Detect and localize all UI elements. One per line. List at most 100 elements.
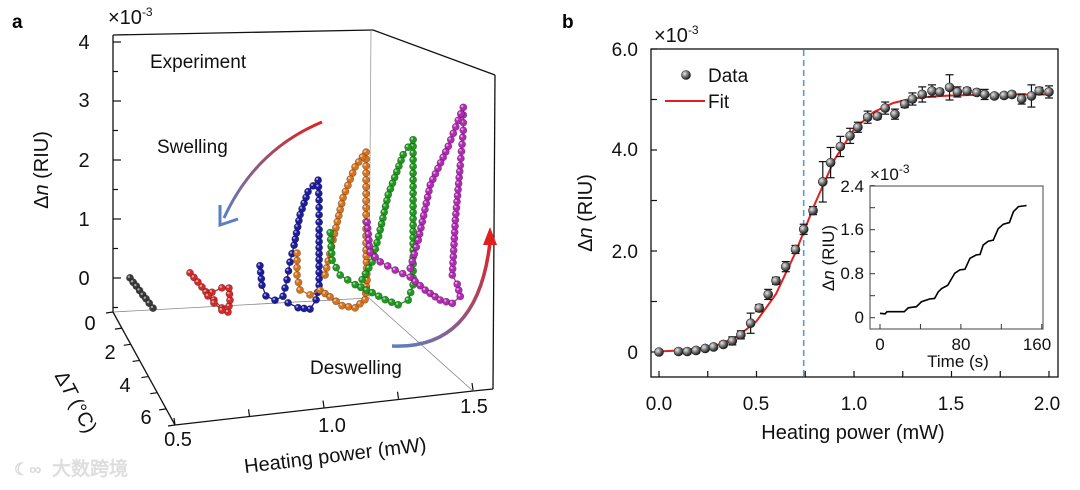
data-point: [727, 336, 738, 346]
marker-highlight: [150, 305, 154, 309]
marker-highlight: [448, 137, 451, 140]
marker-highlight: [359, 277, 363, 280]
series-marker: [225, 284, 233, 292]
xaxis-tick-label: 0.0: [646, 394, 672, 415]
series-marker: [314, 182, 323, 191]
marker-highlight: [294, 258, 298, 261]
marker-highlight: [294, 272, 298, 276]
marker-highlight: [362, 297, 366, 300]
marker-highlight: [410, 184, 414, 187]
panel-a-ticks: [105, 41, 474, 427]
marker-highlight: [363, 271, 366, 274]
marker-highlight: [455, 187, 459, 190]
inset-multiplier: ×10-3: [870, 162, 910, 184]
marker-highlight: [333, 298, 337, 302]
marker-highlight: [410, 190, 414, 194]
xaxis-tick-label: 0.5: [164, 429, 192, 451]
marker-highlight: [419, 219, 423, 222]
data-marker: [825, 157, 836, 168]
series-marker: [362, 182, 370, 191]
marker-highlight: [363, 247, 367, 251]
inset-chart: ×10-3 0 0.8 1.6 2.4 0 80 160 Time (s) Δn…: [819, 162, 1051, 371]
series-marker: [294, 278, 303, 287]
annotation-experiment: Experiment: [150, 52, 247, 73]
marker-highlight: [134, 283, 137, 287]
data-point: [899, 99, 910, 109]
series-marker: [306, 290, 314, 299]
marker-highlight: [400, 152, 404, 155]
marker-highlight: [430, 177, 433, 180]
marker-highlight: [363, 184, 367, 187]
yaxis-tick-label: 6.0: [612, 40, 638, 61]
data-point: [1007, 89, 1017, 100]
data-point: [700, 343, 711, 354]
data-marker: [1034, 86, 1045, 96]
swelling-arrowhead-icon: [218, 205, 239, 228]
xaxis-label: Heating power (mW): [243, 434, 428, 478]
panel-label-b: b: [562, 12, 574, 33]
marker-highlight: [316, 245, 320, 248]
xaxis-tick-label: 1.0: [841, 394, 867, 415]
marker-highlight: [383, 204, 386, 207]
swelling-arrow-shaft: [222, 120, 323, 219]
marker-highlight: [454, 205, 457, 208]
data-marker: [780, 261, 791, 272]
marker-highlight: [422, 207, 426, 210]
marker-highlight: [410, 222, 414, 226]
annotation-swelling: Swelling: [157, 137, 228, 158]
series-1: [186, 268, 234, 316]
marker-highlight: [280, 293, 284, 297]
marker-highlight: [374, 240, 378, 243]
marker-highlight: [352, 282, 356, 285]
data-marker: [917, 89, 928, 100]
swelling-arrow: [218, 120, 323, 228]
marker-highlight: [452, 236, 455, 239]
series-marker: [326, 235, 335, 244]
data-marker: [835, 141, 846, 152]
marker-highlight: [376, 293, 379, 297]
marker-highlight: [443, 149, 446, 152]
marker-highlight: [373, 246, 376, 250]
series-marker: [296, 286, 304, 294]
series-marker: [256, 261, 264, 270]
marker-highlight: [377, 259, 381, 262]
marker-highlight: [460, 105, 464, 108]
marker-highlight: [377, 227, 381, 230]
data-point: [763, 288, 774, 301]
data-marker: [718, 339, 729, 350]
marker-highlight: [350, 170, 353, 174]
marker-highlight: [316, 191, 319, 194]
marker-highlight: [460, 128, 464, 131]
marker-highlight: [345, 277, 348, 280]
data-point: [745, 312, 756, 334]
marker-highlight: [357, 301, 361, 304]
panel-b-multiplier: ×10-3: [654, 23, 699, 47]
marker-highlight: [381, 209, 385, 213]
inset-xaxis-label: Time (s): [927, 352, 989, 371]
series-marker: [409, 182, 418, 191]
marker-highlight: [285, 300, 289, 303]
marker-highlight: [294, 265, 298, 268]
marker-highlight: [316, 219, 320, 223]
marker-highlight: [405, 144, 409, 148]
data-marker: [934, 87, 945, 97]
marker-highlight: [284, 277, 288, 280]
marker-highlight: [458, 111, 461, 114]
data-marker: [673, 346, 684, 357]
marker-highlight: [315, 177, 319, 181]
zaxis-tick-label: 2: [78, 150, 89, 172]
data-marker: [817, 177, 828, 187]
marker-highlight: [435, 166, 439, 169]
marker-highlight: [316, 197, 320, 201]
series-marker: [294, 303, 302, 312]
data-points-group: [654, 74, 1054, 357]
data-marker: [691, 345, 701, 356]
marker-highlight: [410, 150, 414, 154]
panel-a-box: [112, 29, 496, 426]
data-point: [917, 86, 928, 103]
legend-fit-label: Fit: [708, 92, 730, 113]
series-marker: [457, 147, 466, 156]
marker-highlight: [316, 184, 319, 187]
series-marker: [409, 155, 418, 164]
marker-highlight: [363, 191, 367, 194]
